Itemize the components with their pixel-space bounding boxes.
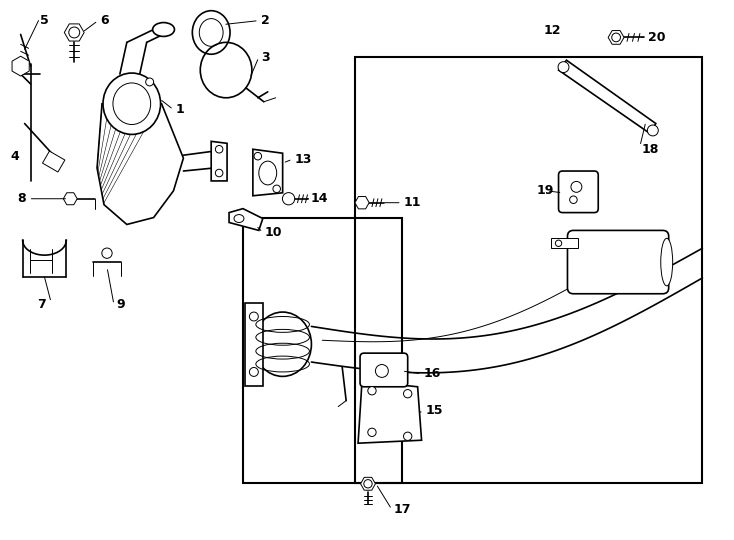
Circle shape — [375, 364, 388, 377]
Polygon shape — [358, 381, 421, 443]
Text: 16: 16 — [424, 367, 441, 380]
FancyBboxPatch shape — [559, 171, 598, 213]
Text: 10: 10 — [265, 226, 283, 239]
Text: 3: 3 — [261, 51, 269, 64]
Polygon shape — [229, 208, 263, 231]
Circle shape — [404, 389, 412, 398]
Polygon shape — [608, 31, 624, 44]
Circle shape — [556, 240, 562, 246]
Text: 17: 17 — [394, 503, 411, 516]
Circle shape — [558, 62, 569, 72]
Polygon shape — [65, 24, 84, 41]
Circle shape — [254, 152, 261, 160]
Bar — [243, 218, 401, 483]
Text: 13: 13 — [294, 153, 312, 166]
Circle shape — [250, 368, 258, 376]
Ellipse shape — [254, 312, 311, 376]
Text: 8: 8 — [18, 192, 26, 205]
Polygon shape — [63, 193, 77, 205]
Circle shape — [404, 432, 412, 441]
Text: 19: 19 — [537, 184, 554, 197]
Text: 4: 4 — [11, 150, 20, 163]
Bar — [355, 57, 702, 483]
Ellipse shape — [153, 23, 175, 36]
Text: 9: 9 — [116, 298, 125, 311]
Text: 1: 1 — [175, 103, 184, 116]
Text: 6: 6 — [100, 14, 109, 27]
Text: 18: 18 — [642, 143, 659, 156]
Text: 11: 11 — [404, 196, 421, 209]
Circle shape — [145, 78, 153, 86]
Circle shape — [215, 145, 223, 153]
Circle shape — [571, 181, 582, 192]
Polygon shape — [245, 302, 263, 386]
Polygon shape — [97, 104, 184, 225]
Text: 20: 20 — [648, 31, 665, 44]
Polygon shape — [559, 60, 655, 133]
Polygon shape — [550, 238, 578, 248]
Ellipse shape — [234, 214, 244, 222]
Text: 5: 5 — [40, 14, 49, 27]
Ellipse shape — [103, 73, 161, 134]
Polygon shape — [12, 56, 29, 76]
Text: 7: 7 — [37, 298, 46, 311]
Polygon shape — [355, 197, 369, 209]
Text: 12: 12 — [544, 24, 562, 37]
Ellipse shape — [259, 161, 277, 185]
Circle shape — [215, 169, 223, 177]
FancyBboxPatch shape — [360, 353, 407, 387]
Ellipse shape — [661, 238, 672, 286]
Text: 2: 2 — [261, 14, 269, 27]
Circle shape — [570, 196, 577, 204]
FancyBboxPatch shape — [567, 231, 669, 294]
Circle shape — [647, 125, 658, 136]
Polygon shape — [211, 141, 227, 181]
Circle shape — [273, 185, 280, 193]
Polygon shape — [360, 477, 375, 490]
Circle shape — [368, 428, 376, 436]
Polygon shape — [253, 149, 283, 196]
Bar — [43, 151, 65, 172]
Text: 15: 15 — [426, 404, 443, 417]
Circle shape — [368, 387, 376, 395]
Text: 14: 14 — [310, 192, 328, 205]
Circle shape — [250, 312, 258, 321]
